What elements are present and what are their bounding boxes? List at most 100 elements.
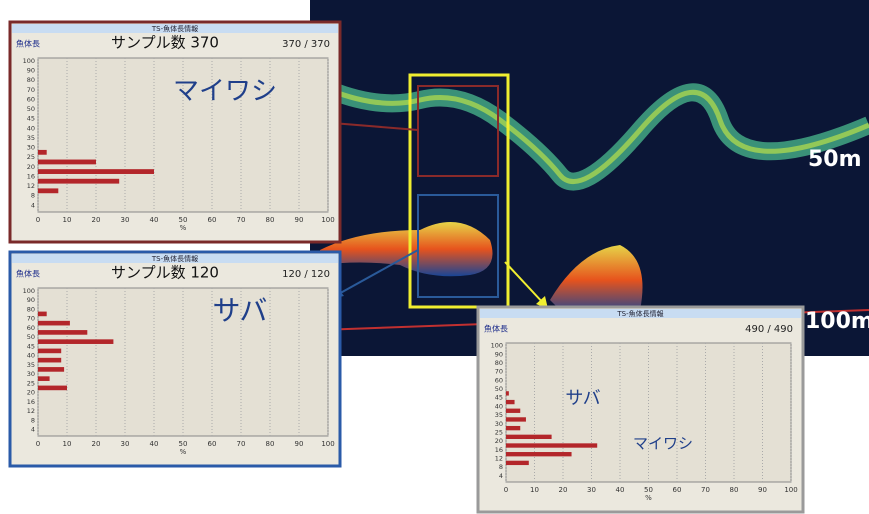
plot-area [38,288,328,436]
y-tick-label: 12 [495,455,503,463]
x-tick-label: 10 [63,216,72,224]
y-tick-label: 60 [27,324,35,332]
x-tick-label: 100 [321,216,334,224]
x-tick-label: 30 [587,486,596,494]
x-tick-label: 0 [504,486,508,494]
x-tick-label: 100 [321,440,334,448]
x-tick-label: 30 [121,216,130,224]
y-tick-label: 25 [495,428,503,436]
y-tick-label: 50 [27,105,35,113]
x-axis-label: % [180,224,187,232]
y-tick-label: 70 [495,368,503,376]
sample-count: 490 / 490 [745,324,793,335]
y-tick-label: 100 [491,342,503,350]
y-tick-label: 4 [31,201,35,209]
y-tick-label: 35 [27,134,35,142]
bar [506,435,552,439]
x-tick-label: 80 [266,440,275,448]
annotation: マイワシ [173,77,277,107]
sample-count: 370 / 370 [282,39,330,50]
y-tick-label: 90 [495,350,503,358]
bar [506,417,526,421]
x-tick-label: 30 [121,440,130,448]
bar [38,160,96,165]
sample-label: サンプル数 120 [111,264,219,282]
y-tick-label: 30 [27,370,35,378]
y-tick-label: 100 [23,287,35,295]
bar [38,367,64,372]
bar [506,443,597,447]
bar [38,386,67,391]
y-tick-label: 90 [27,296,35,304]
sample-count: 120 / 120 [282,269,330,280]
y-tick-label: 16 [495,446,503,454]
sample-label: サンプル数 370 [111,34,219,52]
bar [506,400,515,404]
x-tick-label: 10 [63,440,72,448]
screen: 50m 100m TS-魚体長情報魚体長サンプル数 370370 / 37001… [0,0,869,514]
y-tick-label: 70 [27,86,35,94]
y-tick-label: 50 [27,333,35,341]
x-tick-label: 60 [208,440,217,448]
x-tick-label: 100 [784,486,797,494]
x-tick-label: 60 [673,486,682,494]
bar [38,321,70,326]
x-tick-label: 20 [559,486,568,494]
y-tick-label: 60 [27,95,35,103]
y-tick-label: 50 [495,385,503,393]
y-tick-label: 80 [27,76,35,84]
x-tick-label: 40 [616,486,625,494]
x-tick-label: 0 [36,216,40,224]
y-tick-label: 8 [499,463,503,471]
bar [38,312,47,317]
bar [38,358,61,363]
x-axis-label: % [180,448,187,456]
bar [38,339,113,344]
x-tick-label: 80 [266,216,275,224]
y-tick-label: 16 [27,172,35,180]
x-tick-label: 70 [237,216,246,224]
y-tick-label: 4 [499,472,503,480]
panel-title: TS-魚体長情報 [616,309,663,318]
bar [506,409,520,413]
y-tick-label: 12 [27,407,35,415]
y-tick-label: 25 [27,153,35,161]
y-tick-label: 40 [27,124,35,132]
y-tick-label: 90 [27,67,35,75]
x-tick-label: 80 [730,486,739,494]
x-tick-label: 90 [295,440,304,448]
y-label: 魚体長 [16,269,40,279]
panel-title: TS-魚体長情報 [151,24,198,33]
x-tick-label: 20 [92,440,101,448]
x-tick-label: 90 [758,486,767,494]
y-tick-label: 100 [23,57,35,65]
y-tick-label: 45 [27,342,35,350]
x-tick-label: 40 [150,440,159,448]
bar [506,426,520,430]
annotation: マイワシ [633,435,693,453]
y-tick-label: 20 [27,163,35,171]
panel-title: TS-魚体長情報 [151,254,198,263]
x-tick-label: 90 [295,216,304,224]
x-tick-label: 70 [237,440,246,448]
x-axis-label: % [645,494,652,502]
y-tick-label: 40 [27,352,35,360]
y-tick-label: 80 [495,359,503,367]
bar [38,376,50,381]
y-tick-label: 4 [31,426,35,434]
y-tick-label: 25 [27,379,35,387]
y-tick-label: 20 [495,437,503,445]
x-tick-label: 20 [92,216,101,224]
y-tick-label: 30 [27,144,35,152]
bar [506,461,529,465]
x-tick-label: 10 [530,486,539,494]
bar [506,391,509,395]
bar [38,169,154,174]
y-label: 魚体長 [484,324,508,334]
y-tick-label: 35 [27,361,35,369]
x-tick-label: 60 [208,216,217,224]
y-tick-label: 12 [27,182,35,190]
y-tick-label: 70 [27,315,35,323]
